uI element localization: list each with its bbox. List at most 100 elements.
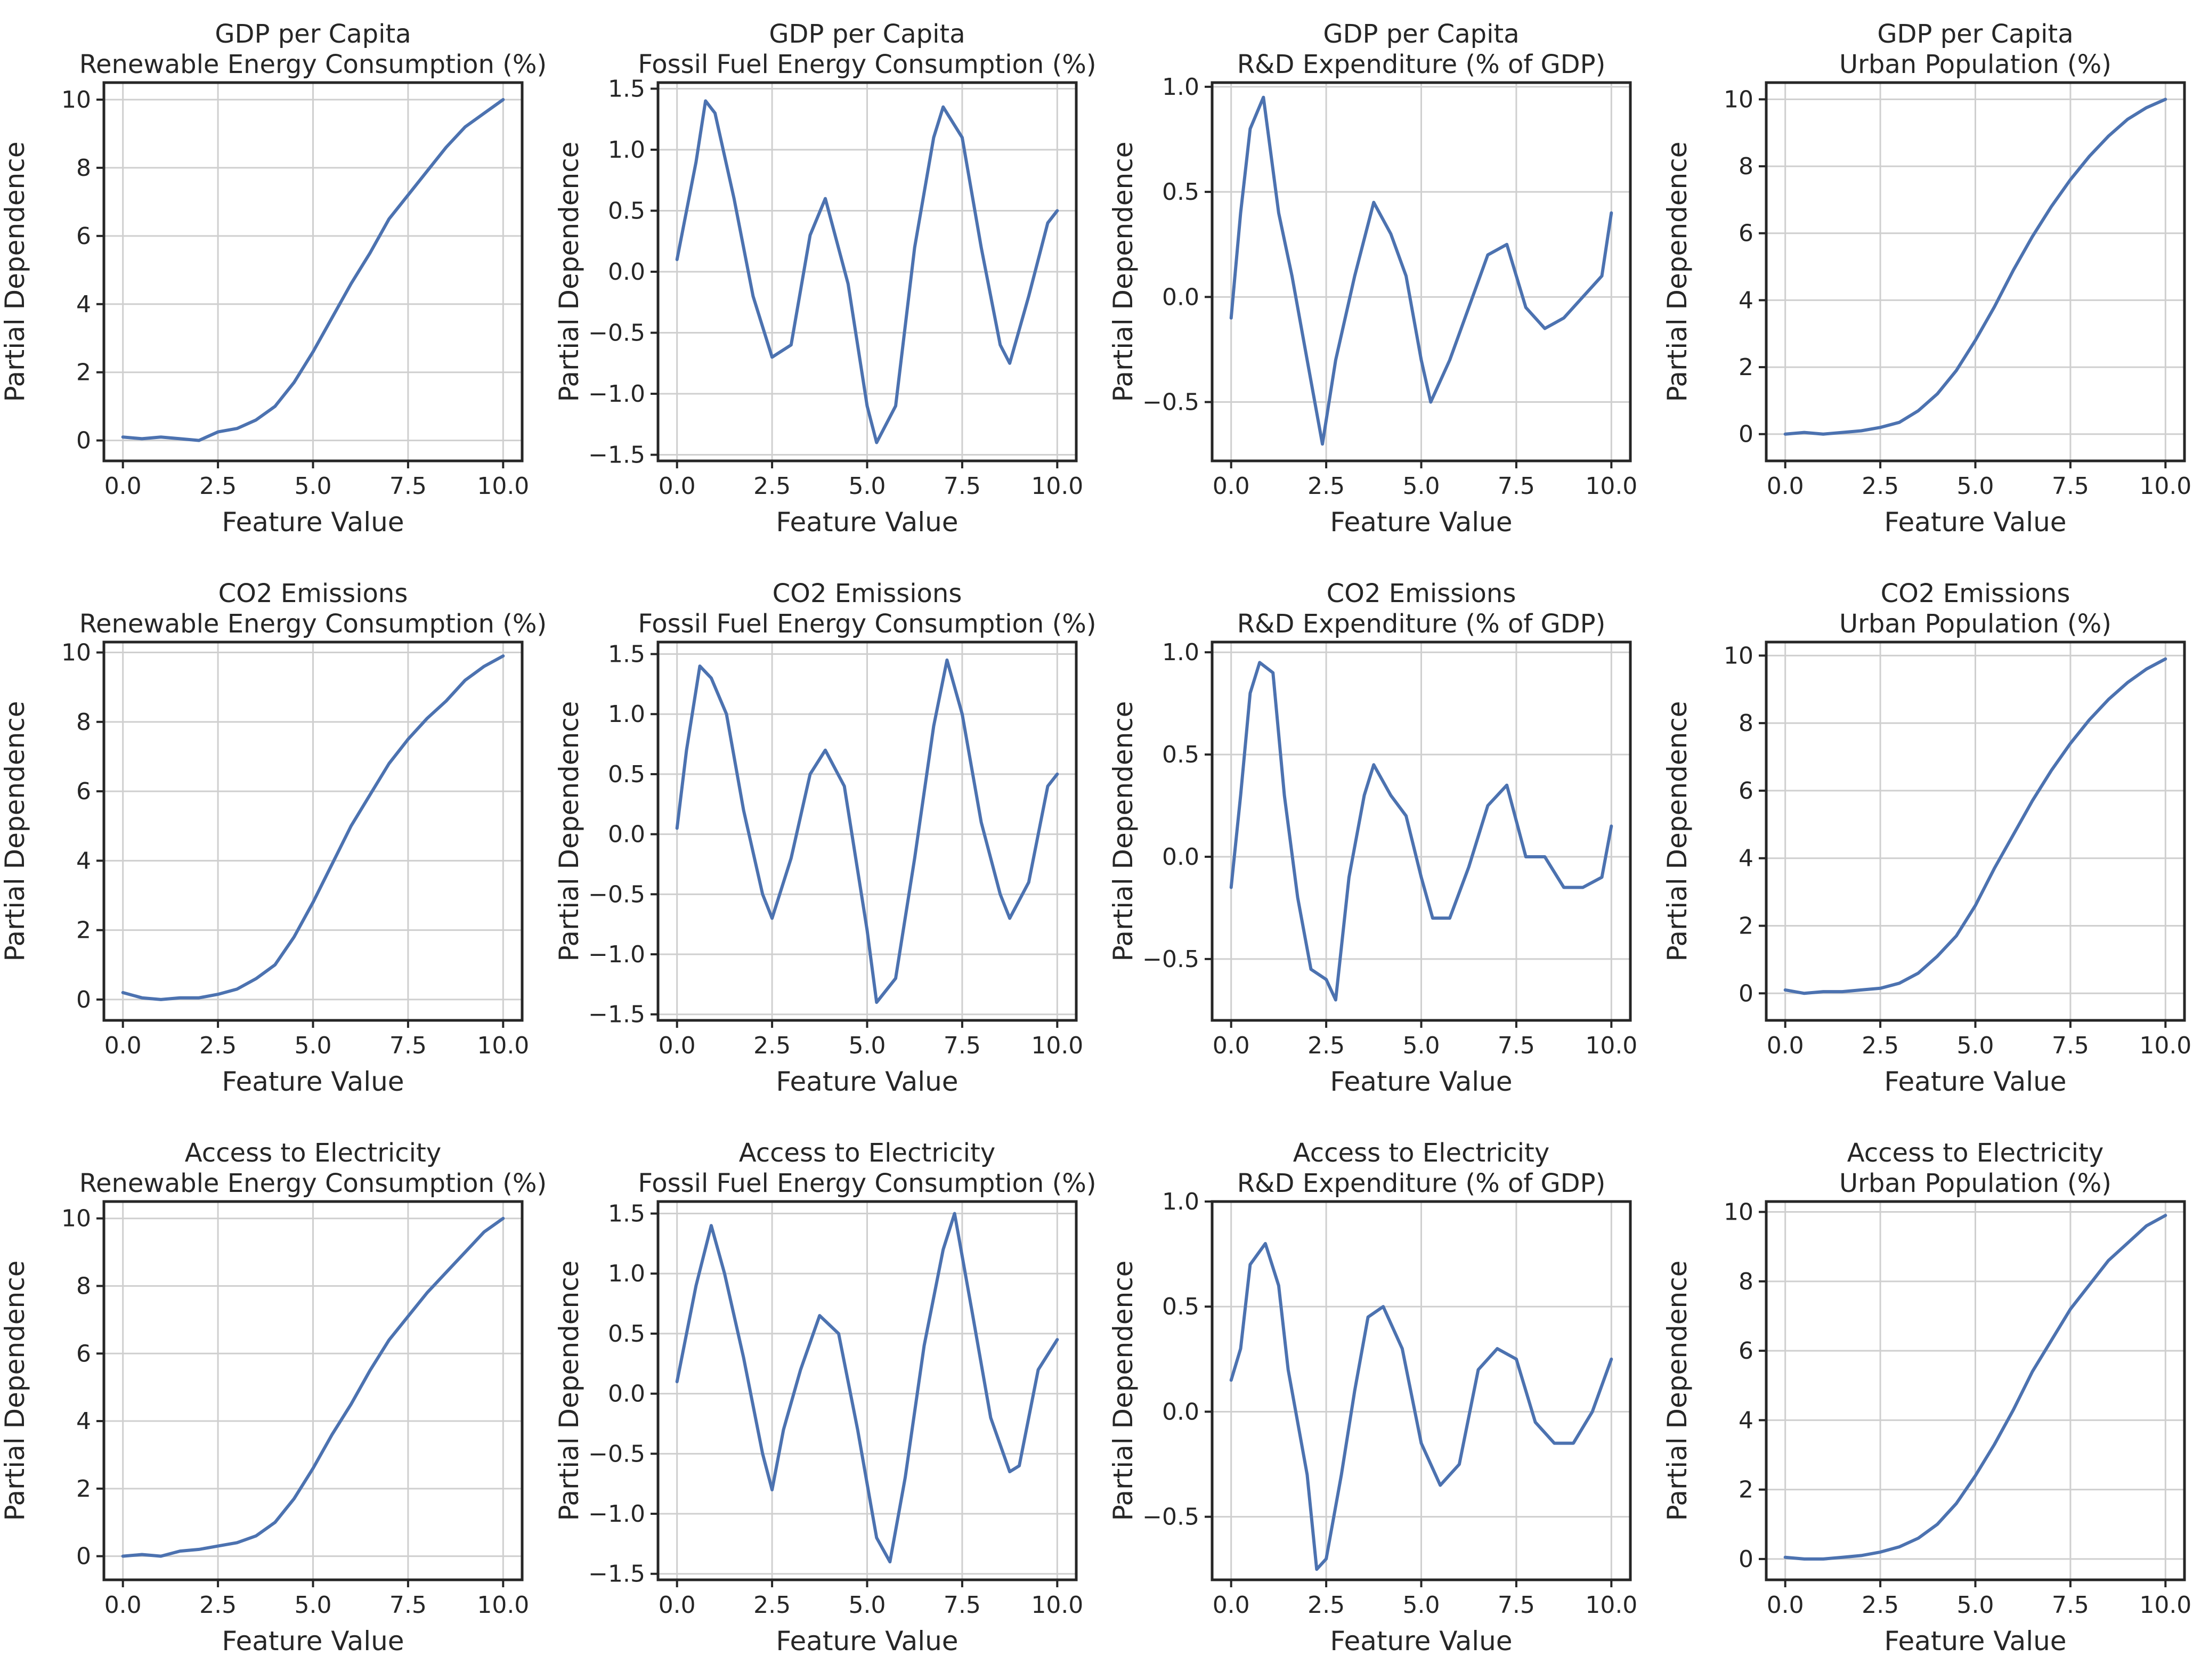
subplot-title-feature: Urban Population (%) bbox=[1839, 50, 2111, 79]
y-tick-label: 0.5 bbox=[608, 1320, 645, 1348]
x-tick-label: 7.5 bbox=[944, 473, 981, 500]
subplot-title-target: CO2 Emissions bbox=[218, 579, 408, 608]
x-tick-label: 0.0 bbox=[104, 1032, 142, 1059]
x-axis-label: Feature Value bbox=[776, 1626, 958, 1657]
y-axis-label: Partial Dependence bbox=[0, 1261, 30, 1521]
y-tick-label: 6 bbox=[76, 778, 91, 805]
series-line bbox=[121, 654, 505, 1001]
y-tick-label: 1.0 bbox=[1162, 639, 1199, 666]
x-axis-label: Feature Value bbox=[222, 1626, 404, 1657]
x-tick-label: 7.5 bbox=[944, 1592, 981, 1619]
x-tick-label: 10.0 bbox=[1585, 1032, 1637, 1059]
x-tick-label: 5.0 bbox=[849, 1032, 886, 1059]
y-tick-label: 0.0 bbox=[608, 1381, 645, 1408]
y-axis-label: Partial Dependence bbox=[1108, 701, 1139, 962]
subplot-7: 0.0 2.5 5.0 7.5 10.0 −0.5 0.0 0.5 1.0 CO2 Emissio… bbox=[1108, 579, 1637, 1097]
y-tick-label: 4 bbox=[76, 847, 91, 874]
x-tick-label: 5.0 bbox=[849, 473, 886, 500]
y-tick-label: 10 bbox=[1724, 1199, 1753, 1226]
x-tick-label: 2.5 bbox=[1862, 473, 1899, 500]
y-tick-label: −0.5 bbox=[588, 320, 645, 347]
y-tick-label: 0 bbox=[76, 1543, 91, 1570]
x-tick-label: 0.0 bbox=[659, 473, 696, 500]
subplot-title-target: CO2 Emissions bbox=[773, 579, 962, 608]
y-tick-label: 8 bbox=[76, 709, 91, 736]
y-tick-label: 10 bbox=[61, 639, 91, 667]
series-line bbox=[121, 98, 505, 442]
y-tick-label: 2 bbox=[76, 1475, 91, 1503]
subplot-3: 0.0 2.5 5.0 7.5 10.0 −0.5 0.0 0.5 1.0 GDP per Cap… bbox=[1108, 19, 1637, 538]
x-tick-label: 2.5 bbox=[753, 1592, 791, 1619]
y-tick-label: −0.5 bbox=[1142, 1504, 1199, 1531]
y-tick-label: 8 bbox=[1739, 1268, 1753, 1295]
y-tick-label: −1.5 bbox=[588, 1001, 645, 1028]
y-tick-label: 4 bbox=[76, 291, 91, 318]
subplot-9: 0.0 2.5 5.0 7.5 10.0 0 2 4 6 8 10 Access to Electri… bbox=[0, 1138, 547, 1657]
x-tick-label: 10.0 bbox=[477, 473, 529, 500]
y-axis-label: Partial Dependence bbox=[1108, 1261, 1139, 1521]
series-line bbox=[675, 99, 1059, 444]
y-tick-label: 1.5 bbox=[608, 75, 645, 102]
y-tick-label: 1.5 bbox=[608, 1200, 645, 1228]
subplot-title-target: Access to Electricity bbox=[185, 1138, 441, 1168]
subplot-title-feature: Fossil Fuel Energy Consumption (%) bbox=[638, 1168, 1096, 1198]
y-tick-label: 4 bbox=[76, 1408, 91, 1435]
y-tick-label: −1.5 bbox=[588, 442, 645, 469]
y-tick-label: 1.0 bbox=[1162, 1188, 1199, 1215]
x-axis-label: Feature Value bbox=[1884, 1066, 2066, 1097]
x-tick-label: 5.0 bbox=[1957, 473, 1994, 500]
y-tick-label: 2 bbox=[1739, 1476, 1753, 1504]
x-axis-label: Feature Value bbox=[776, 507, 958, 538]
y-tick-label: −1.0 bbox=[588, 941, 645, 968]
x-tick-label: 7.5 bbox=[2052, 1592, 2089, 1619]
y-tick-label: 0.0 bbox=[1162, 283, 1199, 311]
y-tick-label: 1.0 bbox=[608, 701, 645, 728]
y-tick-label: 2 bbox=[76, 917, 91, 944]
x-tick-label: 10.0 bbox=[2139, 1032, 2191, 1059]
x-tick-label: 0.0 bbox=[1213, 1032, 1250, 1059]
x-tick-label: 5.0 bbox=[1403, 1592, 1440, 1619]
y-tick-label: 1.5 bbox=[608, 641, 645, 668]
x-tick-label: 2.5 bbox=[1862, 1592, 1899, 1619]
x-tick-label: 7.5 bbox=[389, 1032, 427, 1059]
y-tick-label: 0.5 bbox=[608, 197, 645, 224]
y-tick-label: −0.5 bbox=[588, 1440, 645, 1467]
y-tick-label: 0.0 bbox=[1162, 1398, 1199, 1425]
x-tick-label: 2.5 bbox=[1307, 1032, 1345, 1059]
y-tick-label: 10 bbox=[1724, 642, 1753, 669]
y-axis-label: Partial Dependence bbox=[1662, 142, 1693, 402]
subplot-title-target: CO2 Emissions bbox=[1881, 579, 2070, 608]
x-tick-label: 5.0 bbox=[295, 473, 332, 500]
y-tick-label: 0.5 bbox=[1162, 178, 1199, 206]
y-tick-label: 0.5 bbox=[1162, 741, 1199, 768]
x-tick-label: 2.5 bbox=[199, 1032, 237, 1059]
x-axis-label: Feature Value bbox=[1884, 507, 2066, 538]
subplot-title-target: CO2 Emissions bbox=[1327, 579, 1516, 608]
x-tick-label: 0.0 bbox=[1213, 473, 1250, 500]
x-tick-label: 0.0 bbox=[659, 1032, 696, 1059]
x-tick-label: 2.5 bbox=[1307, 1592, 1345, 1619]
y-tick-label: −1.0 bbox=[588, 1500, 645, 1528]
y-tick-label: 4 bbox=[1739, 845, 1753, 872]
x-axis-label: Feature Value bbox=[1330, 1626, 1512, 1657]
subplot-title-feature: Renewable Energy Consumption (%) bbox=[79, 50, 547, 79]
y-tick-label: 8 bbox=[76, 1272, 91, 1300]
y-tick-label: 0 bbox=[76, 427, 91, 455]
subplot-5: 0.0 2.5 5.0 7.5 10.0 0 2 4 6 8 10 CO2 EmissionsRene… bbox=[0, 579, 547, 1097]
y-axis-label: Partial Dependence bbox=[554, 1261, 584, 1521]
subplot-4: 0.0 2.5 5.0 7.5 10.0 0 2 4 6 8 10 GDP per CapitaUrb… bbox=[1662, 19, 2191, 538]
x-tick-label: 7.5 bbox=[2052, 473, 2089, 500]
y-tick-label: −1.5 bbox=[588, 1561, 645, 1588]
y-tick-label: 0.0 bbox=[608, 258, 645, 286]
x-axis-label: Feature Value bbox=[1330, 1066, 1512, 1097]
x-tick-label: 2.5 bbox=[199, 1592, 237, 1619]
y-tick-label: 2 bbox=[1739, 913, 1753, 940]
y-axis-label: Partial Dependence bbox=[554, 701, 584, 962]
y-tick-label: 0 bbox=[1739, 421, 1753, 448]
subplot-title-target: Access to Electricity bbox=[739, 1138, 995, 1168]
subplot-title-target: Access to Electricity bbox=[1847, 1138, 2103, 1168]
x-tick-label: 2.5 bbox=[753, 473, 791, 500]
y-tick-label: 0 bbox=[1739, 1546, 1753, 1573]
y-tick-label: 0.0 bbox=[1162, 843, 1199, 871]
